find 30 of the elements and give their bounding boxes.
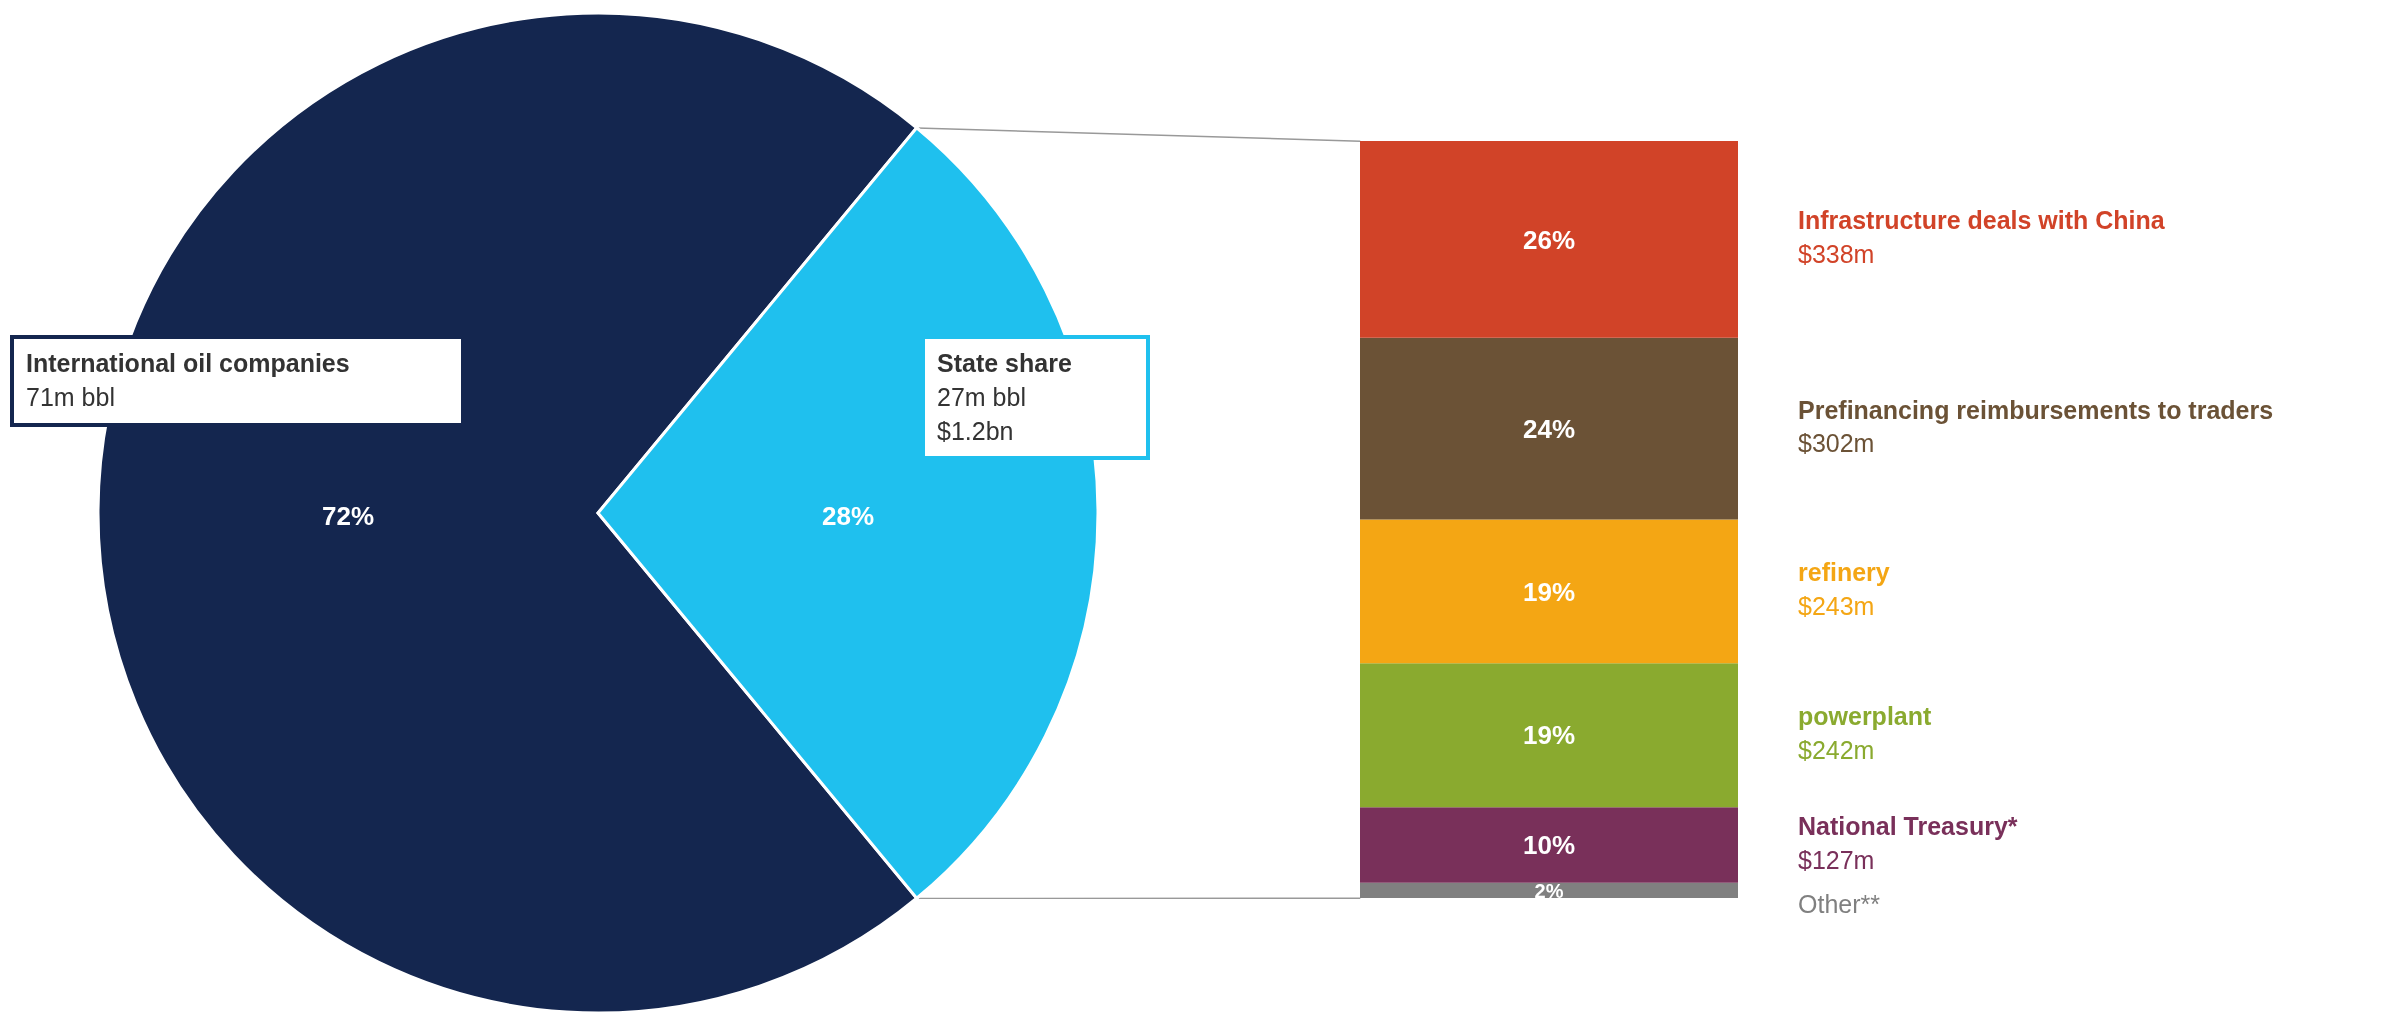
text: Prefinancing reimbursements to traders	[1798, 394, 2274, 426]
text: Infrastructure deals with China	[1798, 205, 2165, 237]
text: $302m	[1798, 428, 1876, 460]
data-label: 10%	[1522, 830, 1576, 861]
text: $243m	[1798, 591, 1876, 623]
text: $127m	[1798, 844, 1876, 876]
bar	[1360, 807, 1738, 883]
data-label: 2%	[1534, 879, 1564, 902]
data-label: 19%	[1522, 720, 1576, 751]
data-label: 26%	[1522, 224, 1576, 255]
text: refinery	[1798, 557, 1890, 589]
text: 27m bbl	[937, 381, 1027, 413]
bar	[1360, 519, 1738, 664]
slice-label: International oil companies	[26, 348, 351, 379]
text: National Treasury*	[1798, 811, 2018, 842]
data-label: 19%	[1522, 576, 1576, 607]
data-label: 28%	[821, 500, 875, 531]
text: powerplant	[1798, 701, 1932, 733]
text: 71m bbl	[26, 381, 116, 413]
text: $242m	[1798, 735, 1876, 766]
bar	[1360, 663, 1738, 808]
data-label: 72%	[321, 500, 375, 531]
bar	[1360, 141, 1738, 338]
data-label: 24%	[1522, 413, 1576, 444]
text: $338m	[1798, 239, 1876, 271]
text: Other**	[1798, 889, 1880, 920]
bar	[1360, 337, 1738, 520]
text: $1.2bn	[937, 415, 1015, 447]
slice-label: State share	[937, 348, 1073, 379]
bar	[1360, 882, 1738, 898]
